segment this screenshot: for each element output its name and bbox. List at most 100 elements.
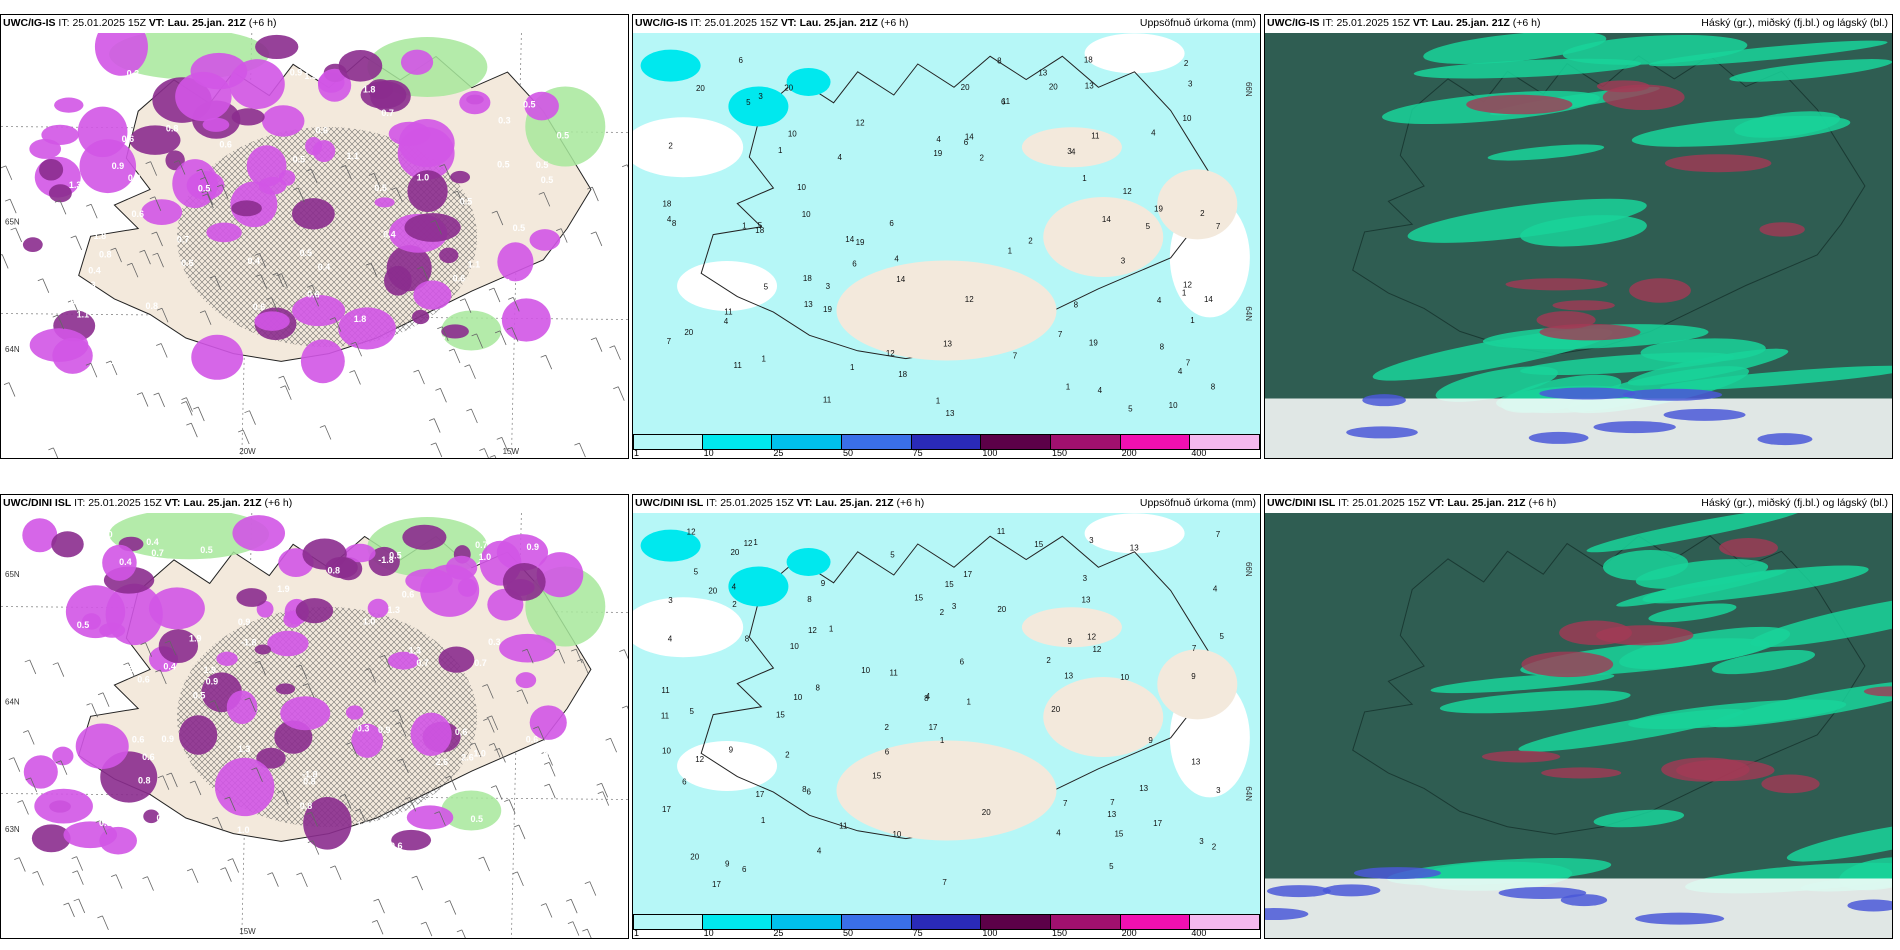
wind-barb — [202, 193, 214, 209]
value-label: 0.5 — [541, 175, 554, 185]
precip-value: 7 — [1216, 222, 1221, 231]
wind-barb — [220, 867, 232, 882]
wind-barb — [307, 291, 319, 307]
value-label: 2.6 — [436, 757, 449, 767]
snow-blob — [52, 337, 93, 374]
value-label: 1.1 — [468, 260, 481, 270]
no-precip-area — [633, 597, 744, 658]
cloud-band — [1660, 365, 1892, 391]
value-label: 0.5 — [389, 551, 402, 561]
value-label: 0.5 — [300, 248, 313, 258]
wind-barb — [435, 387, 447, 403]
precip-value: 3 — [826, 282, 831, 291]
wind-barb — [186, 868, 199, 884]
value-label: 0.6 — [483, 304, 496, 314]
precip-value: 5 — [758, 221, 763, 230]
snow-blob — [52, 746, 74, 766]
wind-barb — [621, 705, 628, 710]
precip-value: 9 — [1148, 736, 1153, 745]
wind-barb — [302, 683, 315, 698]
axis-label: 66N — [1244, 82, 1253, 97]
precip-value: 20 — [997, 605, 1006, 614]
legend-swatch — [981, 914, 1051, 930]
wind-barb — [156, 307, 169, 323]
value-label: 0.3 — [498, 115, 511, 125]
precip-value: 15 — [1114, 830, 1123, 839]
axis-label: 65N — [5, 570, 20, 579]
legend-label: 150 — [1052, 928, 1068, 938]
precip-value: 5 — [890, 551, 895, 560]
mid-cloud — [1593, 421, 1676, 434]
value-label: 0.3 — [127, 69, 140, 79]
map-accumulated-precip: 1791020151312432657811117910201513124326… — [633, 513, 1260, 921]
wind-barb — [605, 737, 617, 753]
wind-barb — [430, 220, 442, 235]
precip-value: 5 — [689, 707, 694, 716]
cloud-band — [1729, 59, 1892, 82]
precip-value: 17 — [1153, 819, 1162, 828]
precip-value: 13 — [1064, 672, 1073, 681]
wind-barb — [164, 640, 177, 656]
precip-value: 18 — [898, 370, 907, 379]
precip-value: 1 — [936, 397, 941, 406]
precip-value: 15 — [872, 772, 881, 781]
snow-blob — [158, 629, 199, 663]
precip-value: 12 — [886, 349, 895, 358]
precip-value: 12 — [1087, 632, 1096, 641]
panel-clouds-dini: UWC/DINI ISL IT: 25.01.2025 15Z VT: Lau.… — [1264, 494, 1893, 939]
precip-value: 13 — [1130, 544, 1139, 553]
value-label: -1.8 — [538, 811, 554, 821]
wind-barb — [63, 902, 75, 918]
snow-blob — [338, 307, 396, 350]
precip-value: 13 — [1139, 784, 1148, 793]
precip-value: 4 — [926, 692, 931, 701]
legend-swatch — [633, 434, 703, 450]
precip-value: 10 — [1169, 401, 1178, 410]
wind-barb — [346, 742, 358, 757]
precip-value: 12 — [1183, 280, 1192, 289]
value-label: 0.8 — [303, 776, 316, 786]
snow-blob — [75, 723, 129, 769]
wind-barb — [97, 692, 110, 707]
value-label: 0.5 — [557, 131, 570, 141]
value-label: 0.9 — [378, 725, 391, 735]
precip-value: 4 — [1056, 829, 1061, 838]
value-label: 0.9 — [238, 617, 251, 627]
precip-value: 20 — [982, 808, 991, 817]
value-label: 1.9 — [203, 665, 216, 675]
precip-value: 10 — [790, 642, 799, 651]
wind-barb — [512, 871, 524, 887]
value-label: 0.4 — [383, 230, 396, 240]
wind-barb — [349, 370, 361, 385]
wind-barb — [364, 668, 377, 683]
precip-value: 14 — [1102, 215, 1111, 224]
legend-frame — [633, 434, 1260, 450]
precip-value: 2 — [732, 600, 737, 609]
precip-value: 5 — [1109, 862, 1114, 871]
precip-value: 20 — [730, 548, 739, 557]
high-cloud — [1505, 278, 1608, 291]
value-label: 0.6 — [132, 734, 145, 744]
snow-blob — [206, 222, 242, 243]
legend-label: 1 — [634, 928, 640, 938]
wind-barb — [411, 875, 424, 891]
legend-label: 150 — [1052, 448, 1068, 458]
high-cloud — [1552, 300, 1615, 311]
snow-blob — [148, 587, 205, 630]
precip-value: 19 — [1089, 339, 1098, 348]
snow-blob — [367, 598, 389, 618]
snow-blob — [368, 546, 400, 577]
wind-barb — [37, 278, 50, 293]
mid-cloud — [1635, 912, 1725, 925]
snow-blob — [41, 124, 79, 145]
snow-blob — [143, 809, 160, 824]
precip-value: 19 — [823, 305, 832, 314]
wind-barb — [193, 406, 205, 422]
snow-blob — [407, 170, 448, 213]
value-label: 0.8 — [145, 301, 158, 311]
wind-barb — [429, 418, 441, 433]
legend-label: 100 — [982, 928, 998, 938]
heavy-precip — [728, 86, 789, 127]
mid-cloud — [1346, 426, 1418, 439]
precip-value: 13 — [1038, 68, 1047, 77]
